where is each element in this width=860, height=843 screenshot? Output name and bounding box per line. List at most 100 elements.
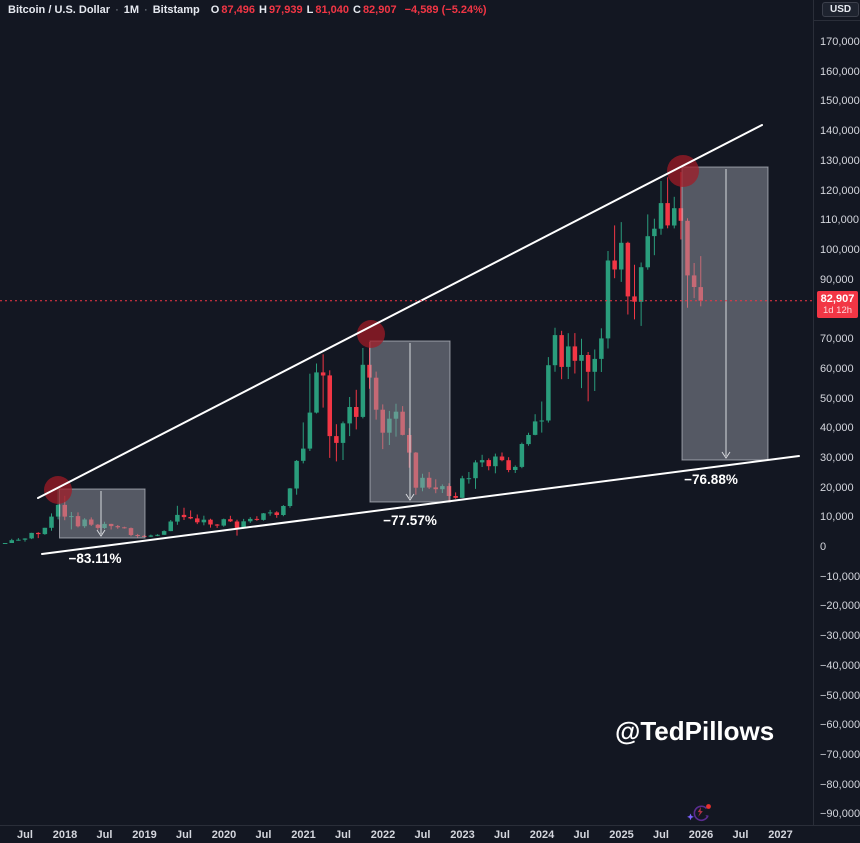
candle-body <box>307 412 313 449</box>
candle-body <box>267 512 273 514</box>
price-tick: −90,000 <box>820 808 860 821</box>
candle-body <box>301 448 306 461</box>
halving-event-icon[interactable] <box>687 802 713 831</box>
low-label: L <box>306 4 314 16</box>
candle-body <box>566 346 571 367</box>
time-tick: Jul <box>653 829 669 841</box>
time-tick: 2024 <box>529 829 555 841</box>
candle-body <box>181 514 187 518</box>
candle-body <box>632 296 637 302</box>
candle-body <box>599 338 604 359</box>
candle-body <box>254 518 260 520</box>
candle-body <box>585 355 591 372</box>
candle-body <box>579 355 584 361</box>
currency-button[interactable]: USD <box>822 2 860 17</box>
price-tick: 0 <box>820 541 827 553</box>
time-tick: Jul <box>573 829 590 841</box>
symbol-name[interactable]: Bitcoin / U.S. Dollar <box>8 4 111 16</box>
candle-body <box>2 543 8 544</box>
drawdown-arrowhead <box>96 529 106 537</box>
candle-body <box>546 365 551 421</box>
drawdown-label: −76.88% <box>684 472 738 487</box>
time-tick: Jul <box>255 829 272 841</box>
candle-body <box>42 527 48 535</box>
candle-body <box>466 478 472 480</box>
candle-body <box>201 519 207 523</box>
drawdown-arrowhead <box>721 451 731 459</box>
trendline[interactable] <box>41 455 800 555</box>
candle-body <box>486 460 491 467</box>
candle-body <box>473 462 478 479</box>
price-axis[interactable]: USD 170,000 160,000 150,000 140,000 130,000 1… <box>813 0 860 825</box>
candle-body <box>539 420 544 422</box>
peak-marker-circle[interactable] <box>357 320 385 348</box>
price-tick: 150,000 <box>820 95 860 108</box>
candle-body <box>320 372 326 376</box>
price-tick: 110,000 <box>820 214 859 227</box>
change-value: −4,589 (−5.24%) <box>404 4 487 16</box>
drawdown-label: −77.57% <box>383 513 437 528</box>
peak-marker-circle[interactable] <box>667 155 699 187</box>
candle-body <box>234 521 240 528</box>
candle-body <box>479 460 485 463</box>
candle-body <box>658 203 664 229</box>
time-tick: Jul <box>494 829 510 841</box>
trendline[interactable] <box>37 124 763 499</box>
time-tick: Jul <box>17 829 33 841</box>
chart-canvas[interactable]: −83.11% −77.57% −76.88% <box>0 0 860 825</box>
candle-body <box>672 208 677 226</box>
candle-body <box>645 236 650 268</box>
high-label: H <box>258 4 267 16</box>
drawdown-label: −83.11% <box>69 551 122 566</box>
candle-body <box>678 208 684 221</box>
peak-marker-circle[interactable] <box>44 476 72 504</box>
drawdown-box[interactable] <box>59 488 146 539</box>
candle-body <box>532 421 538 435</box>
interval-label[interactable]: 1M <box>123 4 140 16</box>
candle-body <box>294 460 299 489</box>
candle-body <box>49 516 54 528</box>
current-price-badge: 82,907 1d 12h <box>817 291 858 318</box>
candle-body <box>605 260 611 339</box>
drawdown-arrowhead <box>405 493 415 501</box>
candle-body <box>499 456 505 461</box>
red-dot-icon <box>706 804 711 809</box>
candle-body <box>188 517 193 519</box>
candle-body <box>168 521 173 532</box>
price-tick: −70,000 <box>820 748 860 761</box>
candle-body <box>214 524 220 526</box>
candle-body <box>281 506 286 515</box>
price-tick: 30,000 <box>820 451 854 464</box>
price-axis-header: USD <box>814 0 860 21</box>
candle-body <box>638 267 644 302</box>
sparkle-icon <box>687 813 694 821</box>
time-axis[interactable]: Jul 2018 Jul 2019 Jul 2020 Jul 2021 Jul 2022 Jul 20… <box>0 825 860 843</box>
candle-body <box>148 535 154 537</box>
candle-body <box>55 504 61 517</box>
time-tick: 2025 <box>609 829 634 841</box>
candle-body <box>248 518 253 522</box>
candle-body <box>453 496 458 498</box>
price-tick: 10,000 <box>820 511 854 524</box>
candle-body <box>526 435 531 445</box>
candle-body <box>161 531 167 535</box>
candle-body <box>9 540 14 543</box>
candle-body <box>16 539 21 541</box>
drawdown-box[interactable] <box>681 166 769 461</box>
candle-body <box>559 335 564 367</box>
low-value: 81,040 <box>315 4 349 16</box>
separator: · <box>115 4 119 16</box>
time-tick: 2020 <box>211 829 237 841</box>
exchange-label[interactable]: Bitstamp <box>152 4 200 16</box>
candle-body <box>155 534 160 536</box>
candle-body <box>175 514 180 522</box>
ohlc-values: O 87,496 H 97,939 L 81,040 C 82,907 −4,5… <box>211 4 487 16</box>
candle-body <box>261 513 266 520</box>
candle-body <box>208 519 213 525</box>
candle-body <box>334 436 339 443</box>
circular-arrow-icon <box>693 805 709 822</box>
candle-body <box>572 346 578 361</box>
candle-body <box>287 488 293 506</box>
price-tick: 40,000 <box>820 422 854 435</box>
